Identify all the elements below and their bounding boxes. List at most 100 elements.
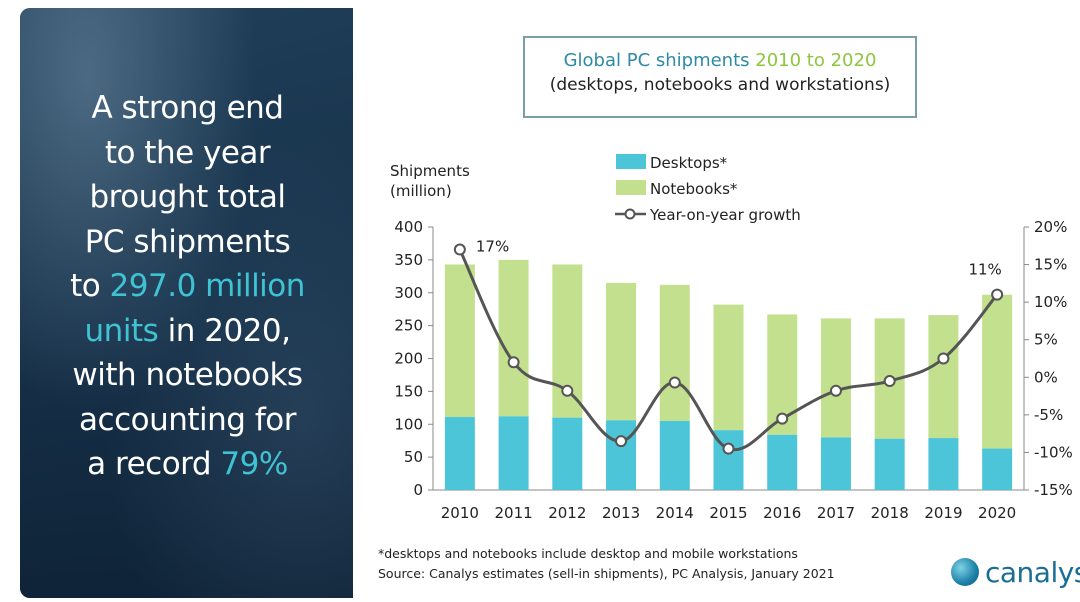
y2-tick-label: -15% [1034, 481, 1073, 499]
y2-tick-label: 20% [1034, 218, 1067, 236]
headline-text: A strong end to the year brought total P… [30, 86, 345, 487]
y-tick-label: 250 [394, 317, 423, 335]
notebooks-bar [498, 259, 529, 417]
legend-label-notebooks: Notebooks* [650, 180, 738, 198]
desktops-bar [659, 420, 690, 490]
axes: 0 50 100 150 200 250 300 350 400 -15% -10% -5% 0% 5% 1… [390, 162, 1073, 522]
headline-highlight: 79% [220, 446, 288, 482]
growth-point [615, 435, 628, 448]
headline-text-part: to [70, 268, 110, 304]
y-tick-label: 50 [404, 448, 423, 466]
chart-title: Global PC shipments 2010 to 2020 [525, 50, 915, 71]
chart-area: Global PC shipments 2010 to 2020 (deskto… [353, 8, 1080, 598]
y-tick-label: 200 [394, 350, 423, 368]
growth-point [991, 288, 1004, 301]
notebooks-bar [982, 294, 1013, 449]
y-tick-label: 150 [394, 382, 423, 400]
notebooks-bar [659, 284, 690, 421]
growth-point [776, 412, 789, 425]
growth-point [668, 376, 681, 389]
chart-title-box: Global PC shipments 2010 to 2020 (deskto… [523, 36, 917, 118]
x-tick-label: 2012 [548, 504, 586, 522]
y2-tick-label: 5% [1034, 331, 1058, 349]
legend-swatch-desktops [616, 154, 646, 169]
legend-label-growth: Year-on-year growth [649, 206, 801, 224]
chart-title-main: Global PC shipments [563, 50, 750, 71]
headline-line: accounting for [79, 401, 296, 438]
y-tick-label: 100 [394, 415, 423, 433]
x-tick-label: 2016 [763, 504, 801, 522]
notebooks-bar [444, 264, 475, 418]
desktops-bar [928, 438, 959, 490]
growth-point [507, 356, 520, 369]
canalys-logo-mark [951, 558, 979, 586]
x-tick-label: 2010 [441, 504, 479, 522]
headline-line: units in 2020, [30, 309, 345, 354]
headline-highlight: 297.0 million [109, 268, 306, 304]
y2-tick-label: -10% [1034, 443, 1073, 461]
legend-label-desktops: Desktops* [650, 154, 728, 172]
headline-line: to 297.0 million [30, 264, 345, 309]
y2-tick-label: 0% [1034, 368, 1058, 386]
desktops-bar [820, 437, 851, 490]
notebooks-bar [820, 318, 851, 438]
growth-point [561, 384, 574, 397]
y-axis-title: (million) [390, 182, 452, 200]
y-axis-title: Shipments [390, 162, 470, 180]
legend: Desktops* Notebooks* Year-on-year growth [615, 154, 801, 224]
y-tick-label: 350 [394, 251, 423, 269]
notebooks-bar [606, 282, 637, 421]
growth-line [458, 248, 999, 452]
shipments-chart: 0 50 100 150 200 250 300 350 400 -15% -10% -5% 0% 5% 1… [390, 154, 1073, 522]
growth-annotation: 11% [968, 261, 1001, 279]
bars [444, 259, 1013, 490]
footnote: *desktops and notebooks include desktop … [378, 546, 798, 561]
x-tick-label: 2014 [656, 504, 694, 522]
growth-point [453, 243, 466, 256]
infographic-card: A strong end to the year brought total P… [20, 8, 1080, 598]
x-tick-label: 2020 [978, 504, 1016, 522]
headline-text-part: a record [87, 446, 221, 482]
legend-swatch-notebooks [616, 180, 646, 195]
chart-title-years: 2010 to 2020 [755, 50, 877, 71]
x-tick-label: 2013 [602, 504, 640, 522]
headline-text-part: in 2020, [158, 312, 291, 349]
notebooks-bar [713, 304, 744, 431]
canalys-logo: canalys [951, 555, 1080, 589]
growth-point [937, 352, 950, 365]
chart-subtitle: (desktops, notebooks and workstations) [549, 75, 891, 95]
growth-point [883, 375, 896, 388]
headline-highlight: units [84, 312, 159, 349]
x-tick-label: 2019 [924, 504, 962, 522]
y2-tick-label: 15% [1034, 256, 1067, 274]
desktops-bar [606, 420, 637, 490]
canalys-logo-text: canalys [985, 555, 1080, 589]
x-tick-label: 2015 [709, 504, 747, 522]
headline-panel: A strong end to the year brought total P… [20, 8, 353, 598]
y2-tick-label: 10% [1034, 293, 1067, 311]
desktops-bar [767, 434, 798, 490]
growth-point [829, 384, 842, 397]
desktops-bar [874, 438, 905, 490]
desktops-bar [444, 417, 475, 490]
desktops-bar [498, 416, 529, 490]
x-tick-label: 2017 [817, 504, 855, 522]
headline-line: A strong end [91, 90, 284, 126]
growth-series: 17% 11% [453, 238, 1004, 455]
x-tick-label: 2018 [871, 504, 909, 522]
desktops-bar [982, 448, 1013, 490]
y-tick-label: 300 [394, 284, 423, 302]
y-tick-label: 0 [413, 481, 423, 499]
legend-marker-growth [624, 208, 636, 220]
source-note: Source: Canalys estimates (sell-in shipm… [378, 566, 835, 581]
headline-line: brought total [89, 179, 286, 215]
growth-annotation: 17% [476, 238, 509, 256]
y2-tick-label: -5% [1034, 406, 1063, 424]
headline-line: PC shipments [84, 223, 291, 260]
headline-line: a record 79% [30, 442, 345, 487]
headline-line: with notebooks [72, 357, 303, 393]
notebooks-bar [928, 315, 959, 439]
background-photo [20, 8, 353, 598]
growth-point [722, 442, 735, 455]
x-tick-label: 2011 [494, 504, 532, 522]
